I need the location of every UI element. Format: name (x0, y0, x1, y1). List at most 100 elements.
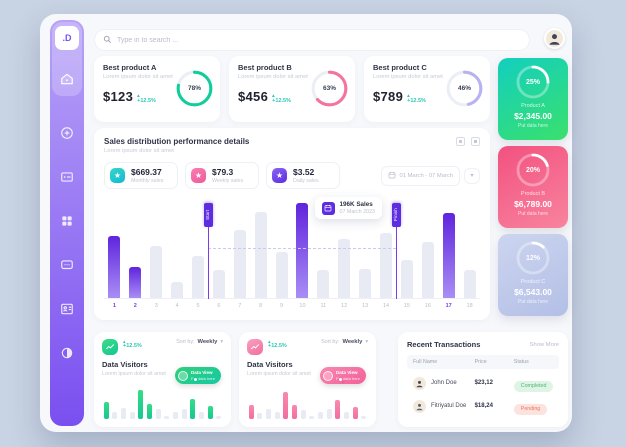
mini-bar-5[interactable] (283, 391, 289, 419)
app-logo[interactable]: .D (55, 26, 79, 50)
mini-bar-8[interactable] (309, 415, 315, 419)
bar-day-1[interactable] (108, 236, 121, 298)
thumbnail-view-icon[interactable] (456, 137, 465, 146)
search-bar[interactable] (94, 29, 530, 51)
sort-by-dropdown[interactable]: Sort by: Weekly ▾ (176, 339, 223, 345)
bar-day-11[interactable] (317, 269, 330, 298)
table-row[interactable]: Fitriyatul Doe $18,24 Pending (407, 392, 559, 415)
mini-bar-14[interactable] (361, 415, 367, 419)
bar-day-12[interactable] (338, 239, 351, 298)
mini-bar-11[interactable] (335, 400, 341, 419)
bar-day-14[interactable] (380, 233, 393, 298)
mini-bar-2[interactable] (257, 412, 263, 419)
search-input[interactable] (117, 36, 521, 44)
mini-bar-7[interactable] (155, 409, 161, 419)
contrast-toggle-icon[interactable] (60, 346, 74, 360)
bar-day-5[interactable] (192, 256, 204, 298)
mini-bar-10[interactable] (181, 408, 187, 419)
mini-bar-14[interactable] (216, 415, 222, 419)
delta-badge: ▴ +12.5% (407, 93, 426, 105)
profile-card-icon[interactable] (60, 302, 74, 316)
bar-day-2[interactable] (129, 266, 142, 298)
mini-bar-1[interactable] (248, 405, 254, 419)
x-tick-8: 8 (259, 303, 263, 309)
mini-bar-12[interactable] (198, 411, 204, 419)
home-icon[interactable] (60, 72, 74, 86)
mini-bar-13[interactable] (352, 407, 358, 419)
sort-by-dropdown[interactable]: Sort by: Weekly ▾ (321, 339, 368, 345)
delta-badge: +12.5% (123, 343, 142, 349)
card-title: Data Visitors (102, 360, 148, 369)
user-avatar[interactable] (544, 28, 565, 49)
summary-card-product-c[interactable]: 12% Product C $6,543.00 Put data here (498, 234, 568, 316)
add-circle-icon[interactable] (60, 126, 74, 140)
mini-bar-3[interactable] (266, 408, 272, 419)
summary-card-product-b[interactable]: 20% Product B $6,789.00 Put data here (498, 146, 568, 228)
x-tick-15: 15 (403, 303, 410, 309)
mini-bar-7[interactable] (300, 410, 306, 419)
gallery-icon[interactable] (60, 170, 74, 184)
visitors-bar-chart: Data View Put data here (102, 367, 223, 419)
bar-day-4[interactable] (171, 281, 184, 298)
mini-bar-4[interactable] (129, 411, 135, 419)
date-range-dropdown-button[interactable]: ▾ (464, 167, 480, 184)
apps-grid-icon[interactable] (60, 214, 74, 228)
date-range-text: 01 March - 07 March (399, 172, 453, 179)
x-tick-2: 2 (133, 303, 137, 309)
mini-bar-6[interactable] (147, 403, 153, 419)
chart-tooltip: Data View Put data here (174, 367, 221, 384)
mini-bar-9[interactable] (172, 412, 178, 419)
star-icon: ★ (272, 168, 287, 183)
product-card-a[interactable]: Best product A Lorem ipsum dolor sit ame… (94, 56, 220, 122)
mini-bar-13[interactable] (207, 406, 213, 419)
mini-bar-8[interactable] (164, 415, 170, 419)
bar-day-15[interactable] (400, 260, 413, 298)
summary-card-product-a[interactable]: 25% Product A $2,345.00 Put data here (498, 58, 568, 140)
x-tick-11: 11 (320, 303, 327, 309)
mini-bar-5[interactable] (138, 390, 144, 419)
tooltip-marker (192, 377, 198, 382)
product-card-b[interactable]: Best product B Lorem ipsum dolor sit ame… (229, 56, 355, 122)
stat-monthly-sales[interactable]: ★ $669.37 Monthly sales (104, 162, 178, 189)
bar-day-17[interactable] (442, 212, 455, 298)
bar-day-18[interactable] (463, 270, 476, 298)
mini-bar-12[interactable] (343, 411, 349, 419)
bar-day-3[interactable] (150, 245, 163, 298)
mini-bar-3[interactable] (121, 408, 127, 419)
mini-bar-1[interactable] (103, 402, 109, 419)
x-tick-9: 9 (280, 303, 284, 309)
stat-daily-sales[interactable]: ★ $3.52 Daily sales (266, 162, 340, 189)
app-logo-text: .D (62, 33, 72, 43)
search-icon (103, 31, 112, 49)
product-cards-row: Best product A Lorem ipsum dolor sit ame… (94, 56, 490, 122)
mini-bar-4[interactable] (274, 411, 280, 419)
bar-day-16[interactable] (421, 241, 434, 298)
show-more-link[interactable]: Show More (529, 341, 559, 348)
x-tick-16: 16 (424, 303, 431, 309)
product-card-c[interactable]: Best product C Lorem ipsum dolor sit ame… (364, 56, 490, 122)
date-range-picker[interactable]: 01 March - 07 March (380, 165, 460, 186)
stat-weekly-sales[interactable]: ★ $79.3 Weekly sales (185, 162, 259, 189)
transactions-header-row: Full Name Price Status (407, 355, 559, 369)
transaction-price: $23,12 (474, 380, 493, 386)
messages-icon[interactable] (60, 258, 74, 272)
calendar-icon (388, 171, 396, 181)
bar-day-9[interactable] (275, 252, 288, 298)
summary-note: Put data here (517, 299, 549, 305)
table-row[interactable]: John Doe $23,12 Completed (407, 369, 559, 392)
mini-bar-11[interactable] (190, 399, 196, 419)
summary-product-label: Product B (520, 191, 546, 197)
card-title: Data Visitors (247, 360, 293, 369)
column-view-icon[interactable] (471, 137, 480, 146)
bar-day-10[interactable] (296, 203, 309, 298)
bar-day-13[interactable] (359, 268, 372, 298)
stat-label: Weekly sales (212, 178, 244, 184)
mini-bar-10[interactable] (326, 408, 332, 419)
bar-day-6[interactable] (212, 269, 225, 298)
mini-bar-6[interactable] (292, 404, 298, 419)
bar-day-8[interactable] (254, 211, 267, 298)
bar-day-7[interactable] (233, 229, 246, 298)
mini-bar-9[interactable] (317, 412, 323, 419)
tooltip-ring-icon (322, 370, 333, 381)
mini-bar-2[interactable] (112, 412, 118, 419)
